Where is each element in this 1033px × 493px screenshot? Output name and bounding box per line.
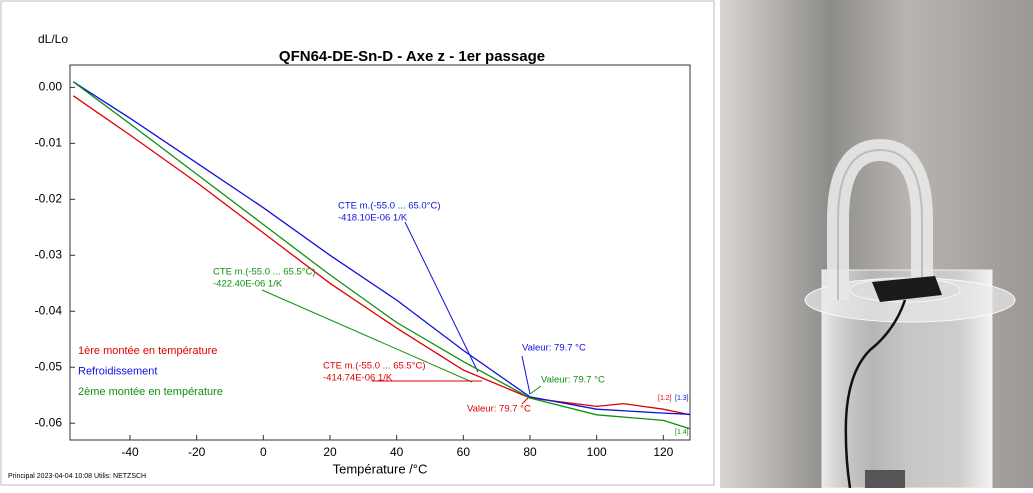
x-axis-label: Température /°C [333,461,428,476]
y-tick-label: -0.06 [35,415,63,429]
annotation: -414.74E-06 1/K [323,373,393,384]
x-tick-label: -40 [121,445,139,459]
legend-entry: 2ème montée en température [78,386,223,398]
x-tick-label: 0 [260,445,267,459]
x-tick-label: -20 [188,445,206,459]
annotation: Valeur: 79.7 °C [522,343,586,354]
annotation: [1.4] [675,429,689,436]
annotation: Valeur: 79.7 °C [541,375,605,386]
x-tick-label: 120 [653,445,673,459]
annotation: [1.3] [675,395,689,402]
x-tick-label: 80 [523,445,537,459]
x-tick-label: 100 [587,445,607,459]
series-line [72,95,691,416]
annotation: CTE m.(-55.0 ... 65.5°C) [323,361,426,372]
y-tick-label: 0.00 [39,80,63,94]
y-tick-label: -0.01 [35,136,63,150]
x-tick-label: 20 [323,445,337,459]
annotation: CTE m.(-55.0 ... 65.0°C) [338,201,441,212]
annotation: -422.40E-06 1/K [213,279,283,290]
chart-title: QFN64-DE-Sn-D - Axe z - 1er passage [279,48,545,65]
leaders [261,221,542,405]
x-tick-label: 40 [390,445,404,459]
legend-entry: 1ère montée en température [78,345,217,357]
y-tick-label: -0.05 [35,359,63,373]
series-line [72,81,691,430]
x-tick-label: 60 [457,445,471,459]
annotation: [1.2] [658,395,672,402]
annotation: -418.10E-06 1/K [338,213,408,224]
y-tick-label: -0.02 [35,192,63,206]
chart-frame [0,0,715,486]
series-line [72,81,691,415]
y-tick-label: -0.03 [35,247,63,261]
y-axis-label: dL/Lo [38,32,68,46]
annotation: Valeur: 79.7 °C [467,404,531,415]
annotation: CTE m.(-55.0 ... 65.5°C) [213,267,316,278]
legend-entry: Refroidissement [78,365,157,377]
y-tick-label: -0.04 [35,303,63,317]
photo [720,0,1033,489]
plot-frame [69,64,691,441]
footer: Principal 2023-04-04 10:08 Utilis: NETZS… [8,473,146,480]
